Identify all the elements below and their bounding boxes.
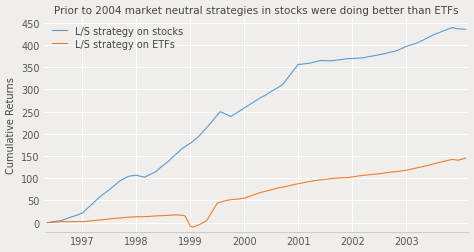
L/S strategy on stocks [378,54,384,57]
L/S strategy on ETFs [45,221,50,224]
L/S strategy on ETFs [214,202,220,205]
L/S strategy on stocks [229,115,235,118]
Y-axis label: Cumulative Returns: Cumulative Returns [6,77,16,174]
L/S strategy on ETFs [87,219,93,223]
L/S strategy on ETFs [463,157,469,160]
L/S strategy on ETFs [332,177,338,180]
L/S strategy on ETFs [379,172,384,175]
L/S strategy on ETFs [190,226,196,229]
L/S strategy on stocks [371,55,376,58]
Title: Prior to 2004 market neutral strategies in stocks were doing better than ETFs: Prior to 2004 market neutral strategies … [54,6,459,15]
Legend: L/S strategy on stocks, L/S strategy on ETFs: L/S strategy on stocks, L/S strategy on … [49,24,186,52]
L/S strategy on stocks [449,27,455,30]
L/S strategy on stocks [332,60,337,63]
L/S strategy on ETFs [229,198,235,201]
L/S strategy on stocks [463,29,469,32]
Line: L/S strategy on stocks: L/S strategy on stocks [47,28,466,223]
L/S strategy on stocks [45,221,50,224]
L/S strategy on stocks [214,115,219,118]
Line: L/S strategy on ETFs: L/S strategy on ETFs [47,159,466,227]
L/S strategy on stocks [87,205,93,208]
L/S strategy on ETFs [371,173,377,176]
